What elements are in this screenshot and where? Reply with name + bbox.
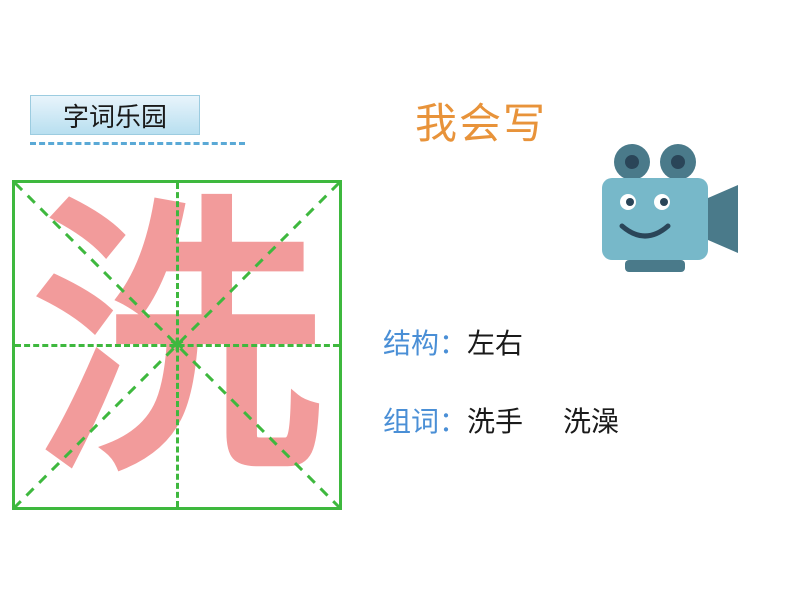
camera-icon: [580, 140, 740, 280]
words-row: 组词： 洗手 洗澡: [383, 400, 619, 440]
word-1: 洗手: [467, 400, 523, 440]
section-badge-text: 字词乐园: [63, 97, 167, 134]
grid-center-icon: ✱: [170, 338, 184, 352]
words-label: 组词：: [383, 400, 467, 440]
structure-value: 左右: [467, 322, 523, 362]
page-title: 我会写: [415, 90, 547, 151]
word-2: 洗澡: [563, 400, 619, 440]
badge-underline: [30, 142, 245, 145]
character-grid: 洗 ✱: [12, 180, 342, 510]
structure-label: 结构：: [383, 322, 467, 362]
section-badge: 字词乐园: [30, 95, 200, 135]
structure-row: 结构： 左右: [383, 322, 523, 362]
